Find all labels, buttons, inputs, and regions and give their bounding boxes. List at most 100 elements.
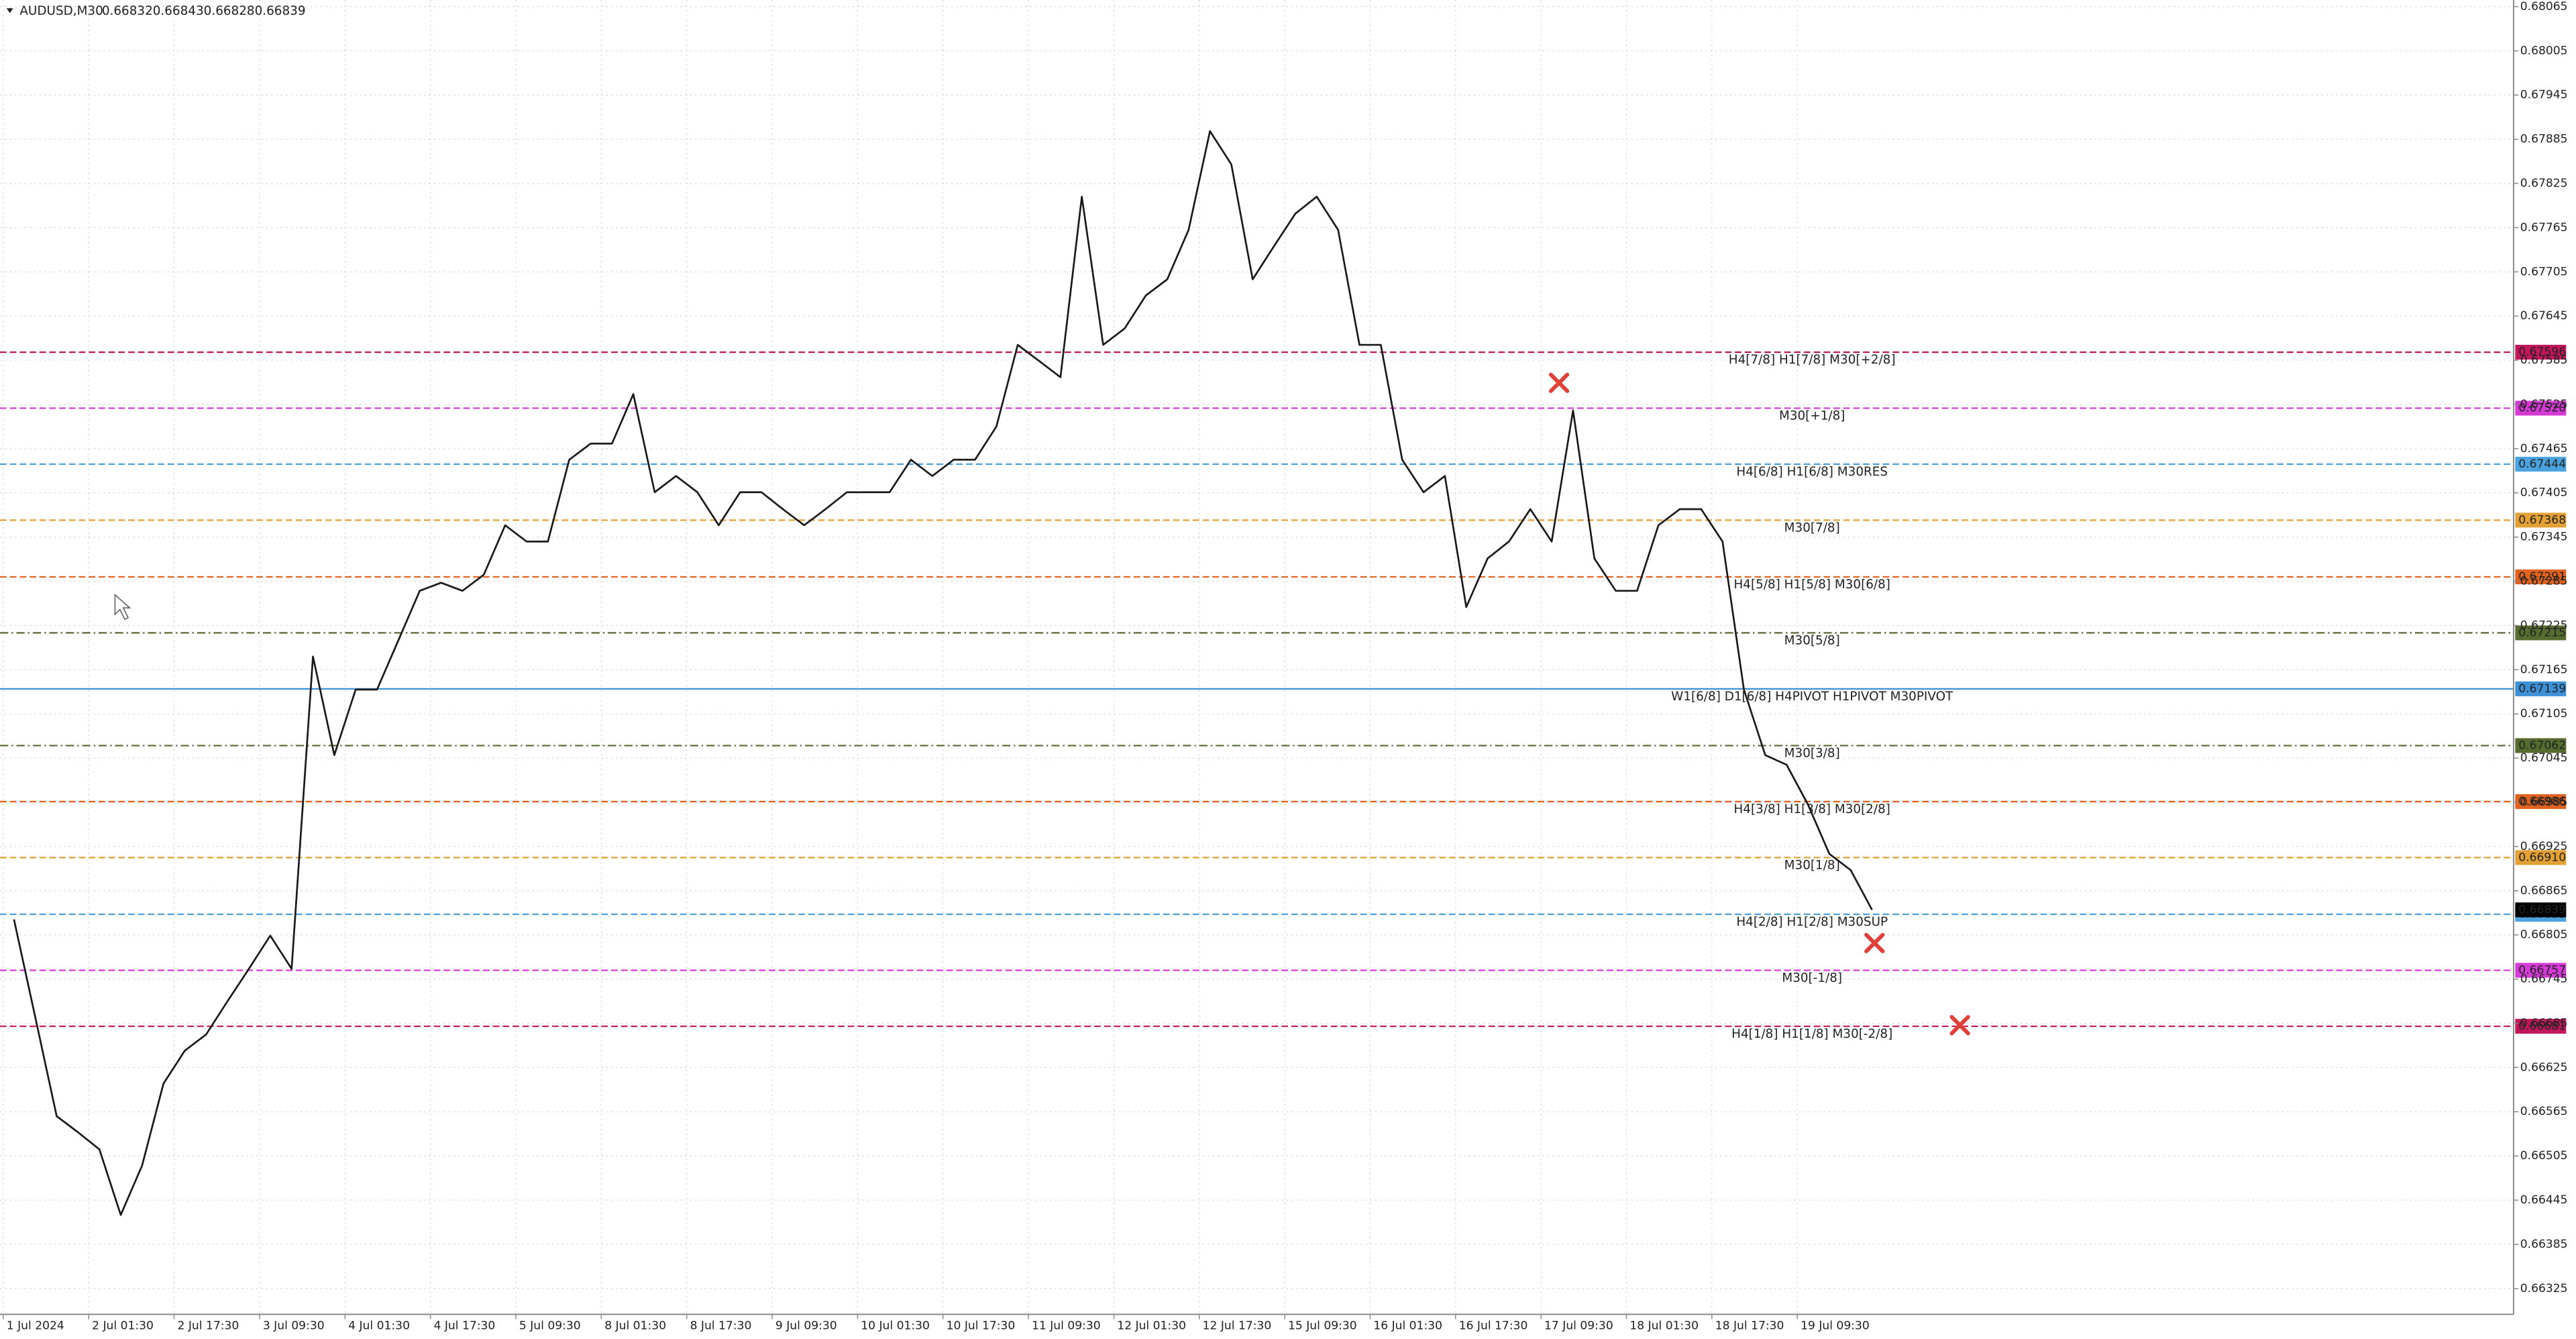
- level-price-label: 0.66757: [2518, 963, 2566, 977]
- x-tick-label: 16 Jul 01:30: [1373, 1319, 1442, 1332]
- x-tick-label: 2 Jul 01:30: [92, 1319, 154, 1332]
- x-tick-label: 9 Jul 09:30: [775, 1319, 837, 1332]
- y-tick-label: 0.67705: [2520, 265, 2568, 278]
- level-label: M30[7/8]: [1784, 521, 1840, 535]
- price-line: [13, 130, 1873, 1216]
- level-price-box: [2515, 513, 2567, 528]
- y-tick-label: 0.66685: [2520, 1016, 2568, 1030]
- level-price-box: [2515, 738, 2567, 753]
- level-price-label: 0.67139: [2518, 682, 2566, 696]
- y-tick-label: 0.67045: [2520, 751, 2568, 765]
- y-tick-label: 0.67645: [2520, 309, 2568, 323]
- level-label: M30[-1/8]: [1782, 971, 1842, 985]
- level-price-box: [2515, 569, 2567, 584]
- x-tick-label: 16 Jul 17:30: [1459, 1319, 1528, 1332]
- level-price-box: [2515, 456, 2567, 472]
- x-tick-label: 4 Jul 01:30: [348, 1319, 410, 1332]
- signal-cross: [1949, 1015, 1970, 1036]
- symbol-menu-arrow[interactable]: [6, 8, 13, 13]
- level-price-box: [2515, 794, 2567, 809]
- y-tick-label: 0.67885: [2520, 133, 2568, 146]
- y-tick-label: 0.66385: [2520, 1238, 2568, 1251]
- y-tick-label: 0.67225: [2520, 619, 2568, 632]
- y-tick-label: 0.66865: [2520, 884, 2568, 898]
- x-tick-label: 3 Jul 09:30: [263, 1319, 325, 1332]
- ohlc-value: 0.66843: [153, 4, 204, 18]
- level-price-label: 0.67596: [2518, 345, 2566, 359]
- x-tick-label: 2 Jul 17:30: [177, 1319, 239, 1332]
- ohlc-header: 0.66832 0.66843 0.66828 0.66839: [102, 4, 306, 18]
- level-price-box: [2515, 344, 2567, 360]
- y-tick-label: 0.66745: [2520, 973, 2568, 986]
- x-tick-label: 10 Jul 17:30: [947, 1319, 1016, 1332]
- level-label: W1[6/8] D1[6/8] H4PIVOT H1PIVOT M30PIVOT: [1671, 690, 1953, 704]
- y-tick-label: 0.66505: [2520, 1149, 2568, 1163]
- level-label: H4[5/8] H1[5/8] M30[6/8]: [1733, 578, 1890, 592]
- mouse-cursor: [114, 593, 131, 621]
- level-price-label: 0.66681: [2518, 1020, 2566, 1033]
- y-tick-label: 0.66565: [2520, 1105, 2568, 1118]
- level-label: M30[+1/8]: [1779, 409, 1845, 423]
- y-tick-label: 0.67165: [2520, 663, 2568, 676]
- y-tick-label: 0.67765: [2520, 221, 2568, 234]
- level-label: H4[3/8] H1[3/8] M30[2/8]: [1733, 802, 1890, 816]
- x-tick-label: 10 Jul 01:30: [861, 1319, 930, 1332]
- y-tick-label: 0.67405: [2520, 486, 2568, 500]
- level-price-box: [2515, 1018, 2567, 1034]
- y-tick-label: 0.67945: [2520, 89, 2568, 102]
- level-label: H4[7/8] H1[7/8] M30[+2/8]: [1729, 353, 1896, 367]
- level-label: M30[1/8]: [1784, 859, 1840, 873]
- level-label: M30[3/8]: [1784, 747, 1840, 761]
- x-tick-label: 18 Jul 17:30: [1715, 1319, 1784, 1332]
- level-price-label: 0.67215: [2518, 626, 2566, 639]
- x-tick-label: 8 Jul 01:30: [604, 1319, 666, 1332]
- level-label: M30[5/8]: [1784, 634, 1840, 648]
- levels: H4[7/8] H1[7/8] M30[+2/8] 0.67596 M30[+1/8…: [0, 344, 2567, 1041]
- level-price-box: [2515, 625, 2567, 641]
- ohlc-value: 0.66828: [204, 4, 255, 18]
- signal-cross: [1548, 372, 1570, 393]
- x-tick-label: 4 Jul 17:30: [434, 1319, 496, 1332]
- level-label: H4[1/8] H1[1/8] M30[-2/8]: [1731, 1027, 1892, 1041]
- y-tick-label: 0.67465: [2520, 442, 2568, 456]
- y-tick-label: 0.66985: [2520, 796, 2568, 809]
- grid: [0, 0, 2514, 1315]
- y-tick-label: 0.66925: [2520, 840, 2568, 853]
- x-tick-label: 17 Jul 09:30: [1544, 1319, 1613, 1332]
- ohlc-value: 0.66832: [102, 4, 153, 18]
- level-price-label: 0.66910: [2518, 851, 2566, 864]
- y-tick-label: 0.66625: [2520, 1061, 2568, 1074]
- current-price-label: 0.66839: [2518, 903, 2566, 916]
- signal-markers: [1548, 372, 1970, 1036]
- level-label: H4[2/8] H1[2/8] M30SUP: [1736, 915, 1888, 929]
- ohlc-value: 0.66839: [255, 4, 306, 18]
- price-axis: 0.68065 0.68005 0.67945 0.67885 0.67825 0.677…: [2513, 0, 2568, 1295]
- level-label: H4[6/8] H1[6/8] M30RES: [1736, 465, 1888, 479]
- symbol: AUDUSD,M30: [19, 4, 103, 18]
- level-price-box: [2515, 963, 2567, 978]
- x-tick-label: 8 Jul 17:30: [690, 1319, 752, 1332]
- x-tick-label: 18 Jul 01:30: [1629, 1319, 1699, 1332]
- x-tick-label: 15 Jul 09:30: [1288, 1319, 1357, 1332]
- x-tick-label: 12 Jul 17:30: [1203, 1319, 1272, 1332]
- x-tick-label: 11 Jul 09:30: [1032, 1319, 1101, 1332]
- signal-cross: [1864, 932, 1885, 953]
- plot: [13, 130, 1873, 1216]
- level-price-box: [2515, 400, 2567, 416]
- y-tick-label: 0.67285: [2520, 575, 2568, 588]
- y-tick-label: 0.66805: [2520, 928, 2568, 942]
- time-axis: 1 Jul 2024 2 Jul 01:30 2 Jul 17:30 3 Jul 09…: [3, 1314, 1870, 1332]
- level-price-label: 0.67520: [2518, 401, 2566, 415]
- level-price-label: 0.67062: [2518, 739, 2566, 752]
- y-tick-label: 0.67525: [2520, 398, 2568, 411]
- y-tick-label: 0.68065: [2520, 0, 2568, 13]
- y-tick-label: 0.68005: [2520, 44, 2568, 58]
- x-tick-label: 5 Jul 09:30: [519, 1319, 581, 1332]
- level-price-box: [2515, 850, 2567, 865]
- level-price-label: 0.67368: [2518, 513, 2566, 527]
- level-price-box: [2515, 681, 2567, 696]
- x-tick-label: 1 Jul 2024: [7, 1319, 64, 1332]
- y-tick-label: 0.67105: [2520, 707, 2568, 720]
- current-price-box: [2515, 902, 2567, 918]
- x-tick-label: 12 Jul 01:30: [1117, 1319, 1186, 1332]
